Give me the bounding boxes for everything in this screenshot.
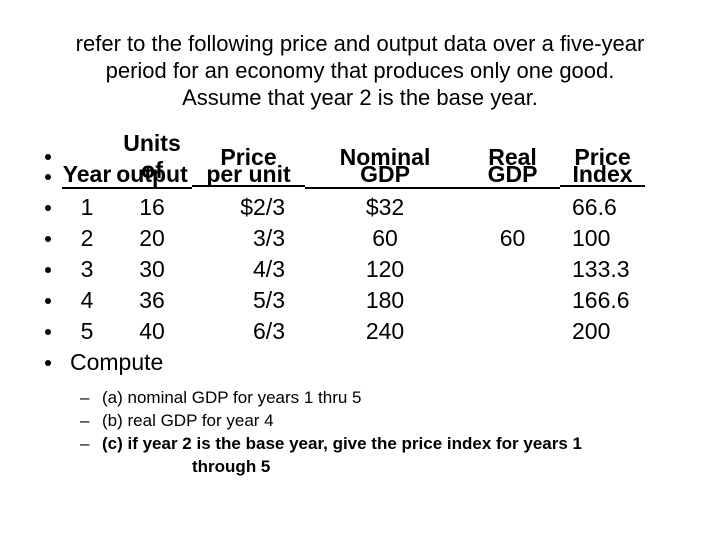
task-c-text-line-2: through 5: [192, 457, 271, 476]
header-units-of: Units of: [123, 130, 181, 183]
table-row-year-5: 5 40 6/3 240 200: [40, 316, 645, 347]
cell-price-index: 200: [572, 318, 611, 344]
bullet-icon: [40, 130, 62, 184]
cell-year: 3: [80, 256, 94, 282]
cell-real-gdp: 60: [499, 225, 526, 251]
cell-output: 30: [139, 256, 165, 282]
header-output: output: [112, 161, 192, 189]
title-line-2: period for an economy that produces only…: [105, 58, 615, 83]
compute-label: Compute: [70, 349, 164, 375]
bullet-icon: [40, 161, 62, 192]
cell-output: 20: [139, 225, 165, 251]
header-gdp-nominal: GDP: [305, 161, 465, 189]
header-real: Real: [488, 143, 537, 170]
cell-year: 2: [80, 225, 94, 251]
header-index: Index: [560, 161, 645, 187]
cell-per-unit: 6/3: [253, 318, 285, 344]
header-per-unit: per unit: [192, 161, 305, 187]
cell-price-index: 100: [572, 225, 611, 251]
title-line-1: refer to the following price and output …: [75, 31, 645, 56]
cell-per-unit: 4/3: [253, 256, 285, 282]
table-header-row-2: Year output per unit GDP GDP Index: [40, 161, 645, 192]
task-item-a: – (a) nominal GDP for years 1 thru 5: [80, 386, 582, 409]
table-row-year-2: 2 20 3/3 60 60 100: [40, 223, 645, 254]
task-item-b: – (b) real GDP for year 4: [80, 409, 582, 432]
cell-nominal-gdp: 180: [365, 287, 405, 313]
table-row-year-3: 3 30 4/3 120 133.3: [40, 254, 645, 285]
header-year: Year: [62, 161, 112, 189]
cell-per-unit: 5/3: [253, 287, 285, 313]
task-a-text: (a) nominal GDP for years 1 thru 5: [102, 388, 362, 407]
bullet-icon: [40, 223, 62, 254]
dash-bullet-icon: –: [80, 411, 90, 430]
cell-per-unit: $2/3: [240, 194, 285, 220]
title-line-3: Assume that year 2 is the base year.: [182, 85, 538, 110]
cell-price-index: 166.6: [572, 287, 630, 313]
task-c-block: (c) if year 2 is the base year, give the…: [102, 432, 582, 478]
bullet-icon: [40, 285, 62, 316]
cell-nominal-gdp: 60: [372, 225, 398, 251]
cell-year: 4: [80, 287, 94, 313]
header-price-2: Price: [574, 143, 631, 170]
dash-bullet-icon: –: [80, 388, 90, 407]
table-row-compute: Compute: [40, 347, 645, 378]
task-c-text-line-1: (c) if year 2 is the base year, give the…: [102, 434, 583, 453]
cell-price-index: 66.6: [572, 194, 617, 220]
table-row-year-1: 1 16 $2/3 $32 66.6: [40, 192, 645, 223]
slide-title: refer to the following price and output …: [10, 30, 710, 111]
task-b-text: (b) real GDP for year 4: [102, 411, 274, 430]
cell-per-unit: 3/3: [253, 225, 285, 251]
header-gdp-real: GDP: [465, 161, 560, 189]
cell-year: 1: [80, 194, 94, 220]
cell-year: 5: [80, 318, 94, 344]
cell-nominal-gdp: 240: [365, 318, 405, 344]
bullet-icon: [40, 347, 62, 378]
cell-output: 16: [139, 194, 165, 220]
cell-nominal-gdp: $32: [365, 194, 405, 220]
cell-output: 36: [139, 287, 165, 313]
header-nominal: Nominal: [339, 143, 431, 170]
bullet-icon: [40, 192, 62, 223]
table-header-row-1: Units of Price Nominal Real Price: [40, 130, 645, 183]
task-item-c: – (c) if year 2 is the base year, give t…: [80, 432, 582, 478]
header-price: Price: [220, 143, 277, 170]
cell-nominal-gdp: 120: [365, 256, 405, 282]
table-row-year-4: 4 36 5/3 180 166.6: [40, 285, 645, 316]
dash-bullet-icon: –: [80, 434, 90, 453]
bullet-icon: [40, 316, 62, 347]
cell-price-index: 133.3: [572, 256, 630, 282]
gdp-data-table: Units of Price Nominal Real Price Year o…: [40, 130, 645, 378]
task-list: – (a) nominal GDP for years 1 thru 5 – (…: [80, 386, 582, 478]
cell-output: 40: [139, 318, 165, 344]
bullet-icon: [40, 254, 62, 285]
